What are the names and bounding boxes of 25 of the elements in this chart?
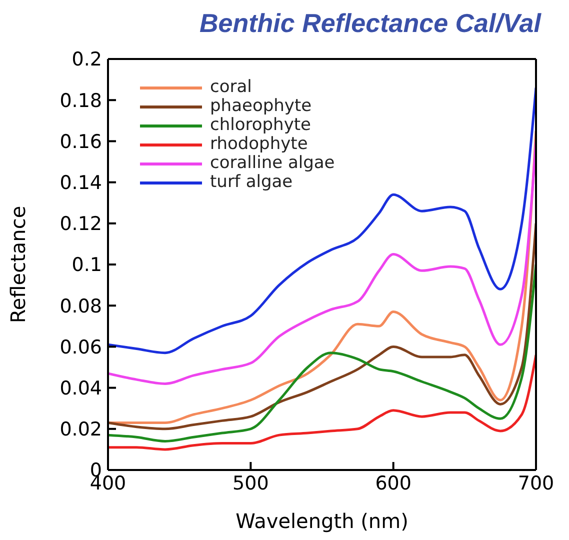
y-tick-label: 0.14 [60, 172, 102, 194]
y-tick-label: 0.16 [60, 130, 102, 153]
y-tick-label: 0.12 [60, 213, 102, 236]
chart-title: Benthic Reflectance Cal/Val [198, 8, 542, 40]
y-tick-label: 0.06 [60, 336, 102, 358]
y-tick-label: 0.02 [60, 418, 102, 441]
legend-label: chlorophyte [210, 115, 312, 135]
y-tick-label: 0.18 [60, 90, 102, 112]
y-tick-label: 0.2 [72, 48, 102, 71]
line-series [108, 263, 536, 442]
y-tick-label: 0.04 [60, 378, 102, 400]
line-series [108, 222, 536, 430]
x-tick-label: 600 [375, 472, 412, 494]
x-axis-title: Wavelength (nm) [236, 509, 408, 533]
x-tick-label: 700 [518, 472, 554, 494]
legend-label: rhodophyte [210, 134, 308, 154]
legend-label: coralline algae [210, 153, 335, 173]
x-tick-label: 500 [232, 472, 269, 494]
y-tick-label: 0.08 [60, 295, 102, 318]
legend-label: coral [210, 77, 252, 97]
line-series [108, 354, 536, 451]
legend-label: phaeophyte [210, 96, 312, 116]
y-tick-label: 0.1 [72, 254, 102, 276]
legend-label: turf algae [210, 172, 293, 192]
y-axis-title: Reflectance [6, 206, 30, 324]
